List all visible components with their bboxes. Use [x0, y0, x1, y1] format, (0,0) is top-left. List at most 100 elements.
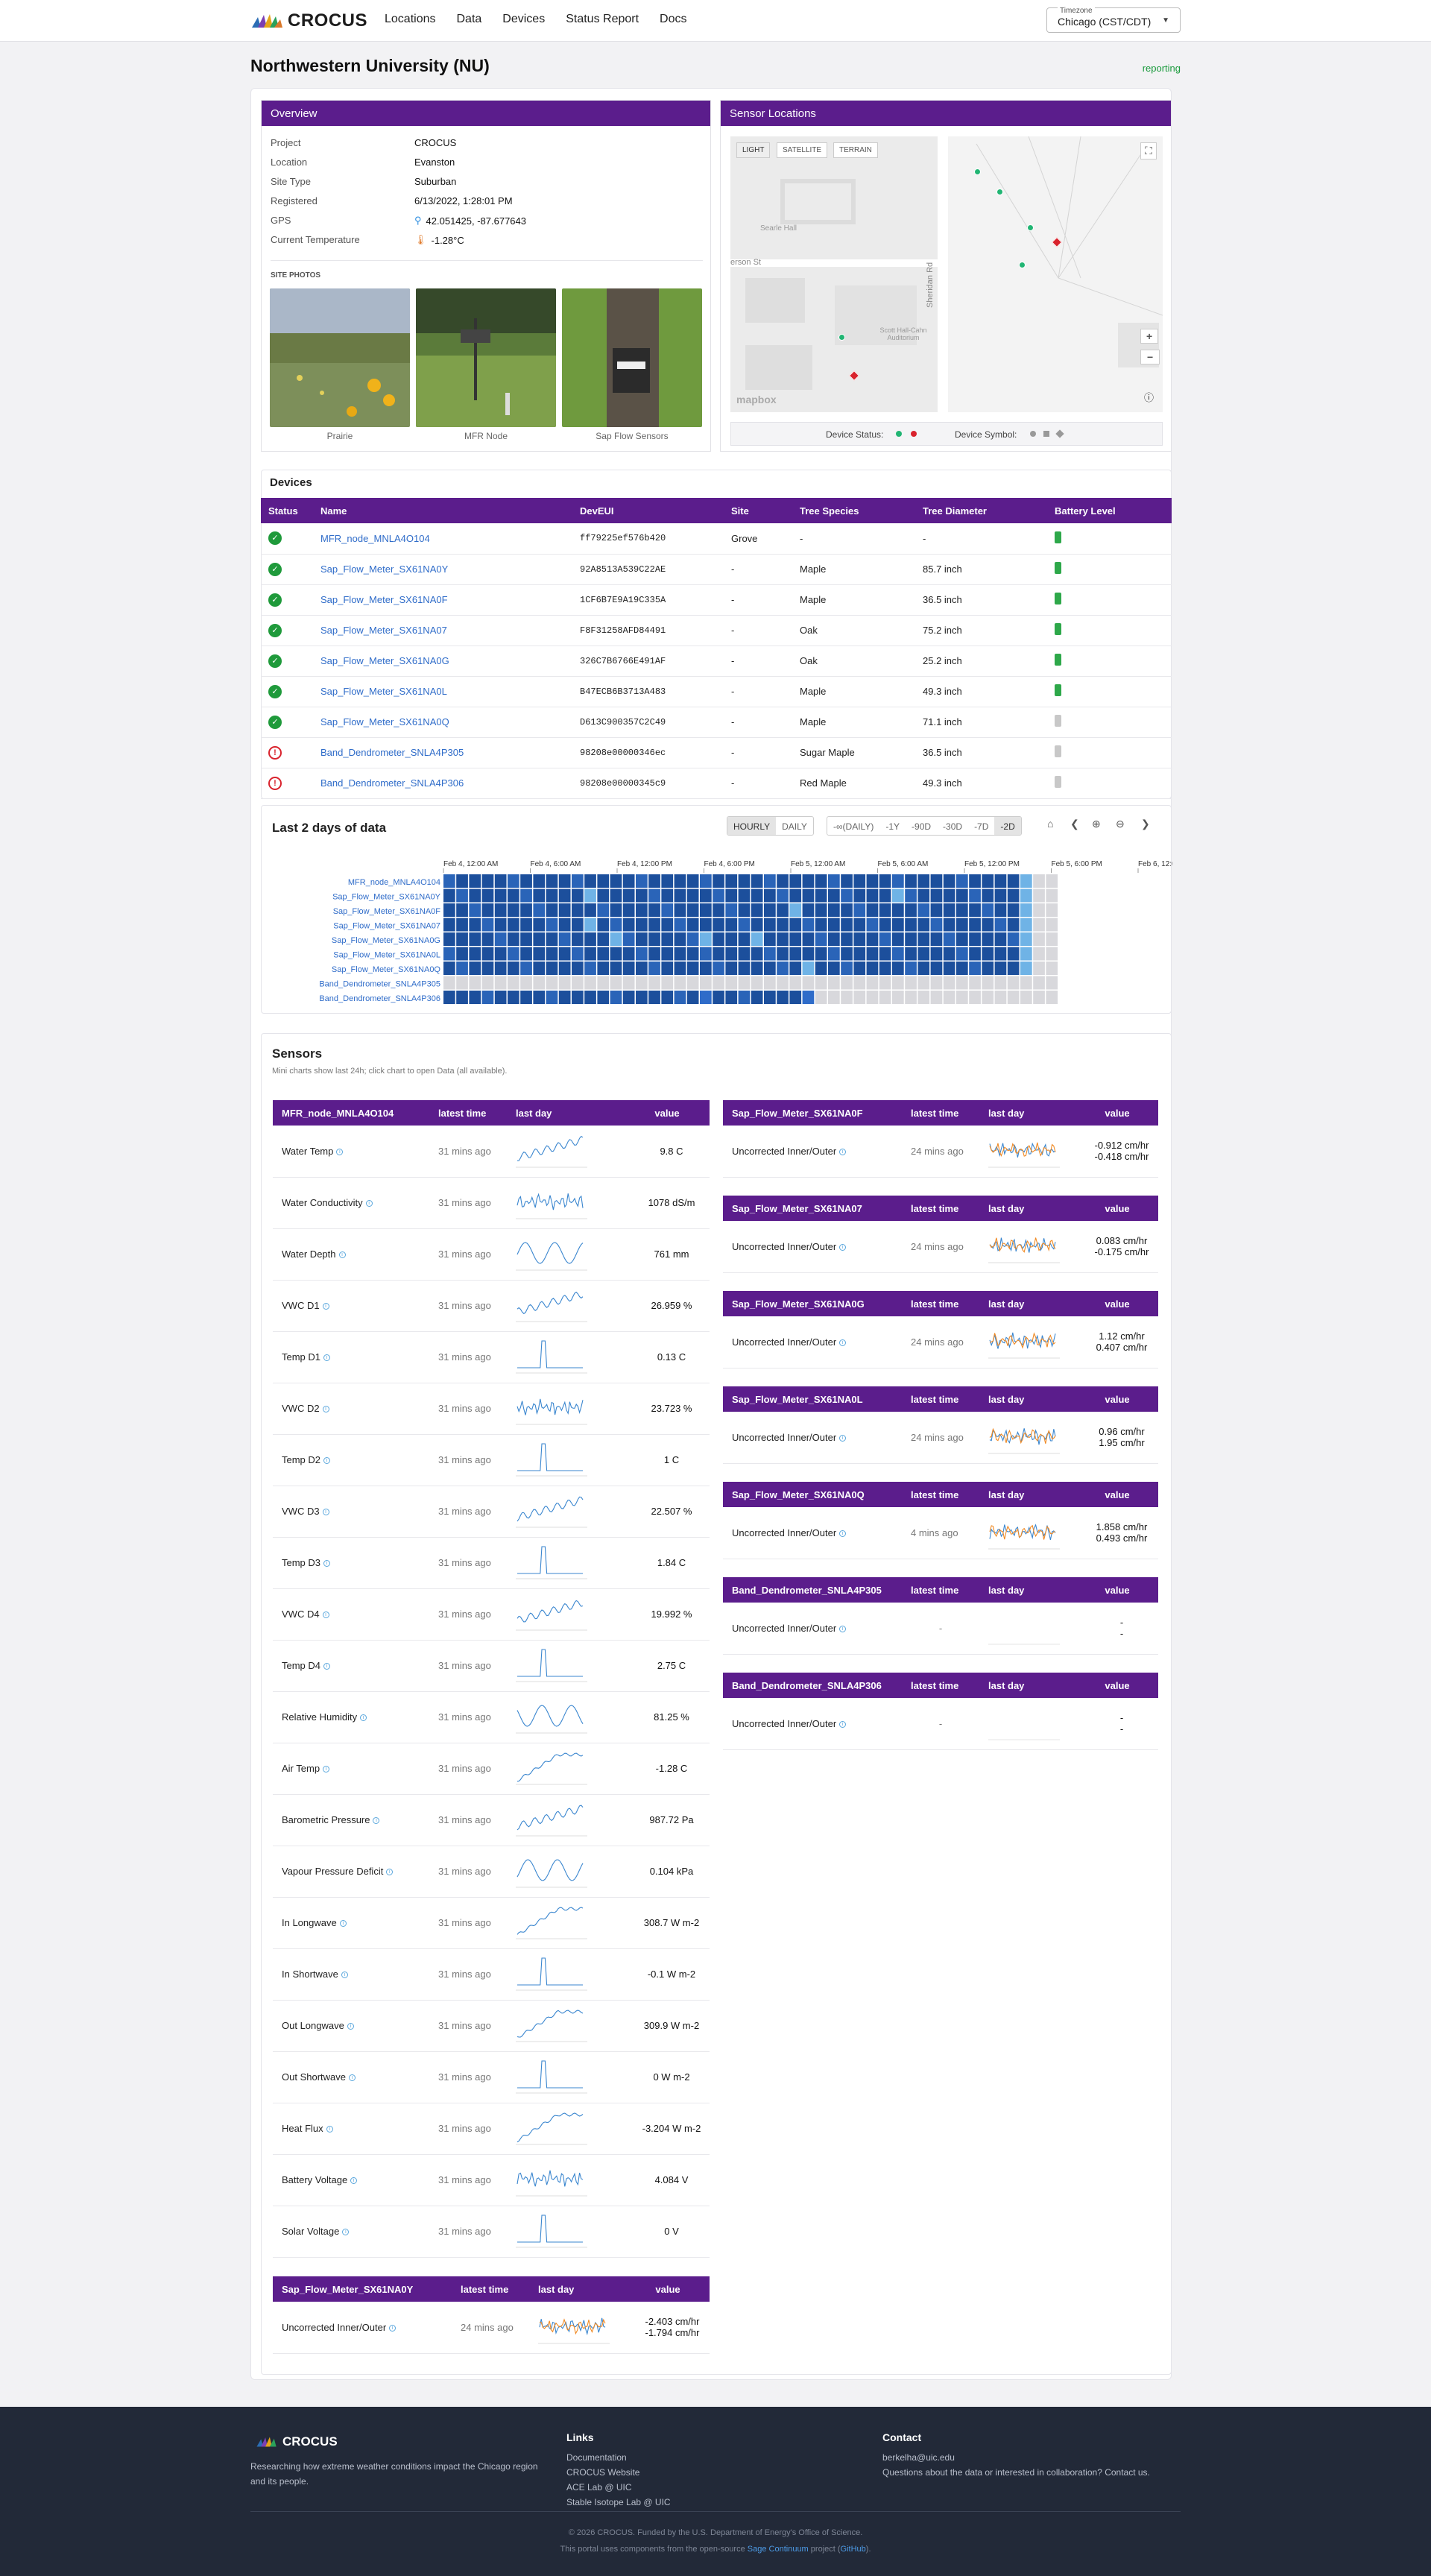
heatmap-cell[interactable] — [572, 976, 584, 990]
mode-hourly[interactable]: HOURLY — [727, 817, 777, 835]
heatmap-cell[interactable] — [674, 947, 686, 961]
heatmap-cell[interactable] — [469, 888, 481, 903]
device-marker[interactable] — [1027, 224, 1034, 231]
heatmap-cell[interactable] — [572, 888, 584, 903]
heatmap-cell[interactable] — [815, 976, 827, 990]
heatmap-cell[interactable] — [738, 932, 751, 946]
heatmap-cell[interactable] — [700, 991, 712, 1004]
last-day-cell[interactable] — [507, 2000, 625, 2052]
heatmap-cell[interactable] — [764, 932, 776, 946]
heatmap-cell[interactable] — [713, 888, 724, 903]
heatmap-cell[interactable] — [572, 932, 584, 946]
heatmap-cell[interactable] — [866, 874, 879, 888]
device-link[interactable]: Sap_Flow_Meter_SX61NA0G — [320, 655, 449, 666]
info-icon[interactable]: i — [341, 1972, 348, 1979]
last-day-cell[interactable] — [507, 2103, 625, 2155]
heatmap-cell[interactable] — [661, 918, 674, 932]
zoom-in-button[interactable]: + — [1140, 329, 1159, 344]
heatmap-cell[interactable] — [969, 874, 981, 888]
heatmap-cell[interactable] — [456, 976, 468, 990]
heatmap-cell[interactable] — [892, 947, 904, 961]
sensor-table-device-name[interactable]: Sap_Flow_Meter_SX61NA0F — [723, 1100, 902, 1126]
info-icon[interactable]: i — [347, 2023, 354, 2030]
heatmap-cell[interactable] — [1020, 918, 1032, 932]
last-day-cell[interactable] — [507, 2206, 625, 2258]
heatmap-cell[interactable] — [866, 888, 879, 903]
heatmap-cell[interactable] — [1007, 991, 1020, 1004]
heatmap-cell[interactable] — [584, 903, 596, 917]
heatmap-row-label[interactable]: Sap_Flow_Meter_SX61NA0Y — [332, 893, 441, 902]
heatmap-cell[interactable] — [713, 903, 724, 917]
last-day-cell[interactable] — [979, 1603, 1076, 1655]
heatmap-cell[interactable] — [533, 991, 546, 1004]
last-day-cell[interactable] — [507, 2154, 625, 2206]
heatmap-cell[interactable] — [700, 962, 712, 975]
heatmap-cell[interactable] — [610, 947, 622, 961]
sparkline-chart[interactable] — [988, 1514, 1060, 1550]
heatmap-cell[interactable] — [841, 962, 853, 975]
heatmap-cell[interactable] — [469, 976, 481, 990]
heatmap-cell[interactable] — [1020, 991, 1032, 1004]
heatmap-cell[interactable] — [866, 903, 879, 917]
heatmap-cell[interactable] — [777, 932, 789, 946]
heatmap-cell[interactable] — [802, 947, 815, 961]
heatmap-cell[interactable] — [789, 962, 802, 975]
sparkline-chart[interactable] — [988, 1228, 1060, 1263]
heatmap-cell[interactable] — [943, 874, 955, 888]
nav-link-locations[interactable]: Locations — [385, 13, 436, 25]
heatmap-cell[interactable] — [610, 962, 622, 975]
heatmap-cell[interactable] — [802, 888, 815, 903]
heatmap-cell[interactable] — [558, 947, 571, 961]
heatmap-cell[interactable] — [994, 947, 1007, 961]
chevron-right-icon[interactable]: ❯ — [1141, 818, 1150, 830]
heatmap-cell[interactable] — [802, 874, 815, 888]
heatmap-cell[interactable] — [494, 874, 507, 888]
heatmap-cell[interactable] — [982, 888, 994, 903]
heatmap-cell[interactable] — [494, 932, 507, 946]
heatmap-cell[interactable] — [905, 976, 917, 990]
sensor-row[interactable]: In Longwave i 31 mins ago 308.7 W m-2 — [273, 1897, 710, 1949]
last-day-cell[interactable] — [979, 1316, 1076, 1368]
heatmap-cell[interactable] — [597, 874, 610, 888]
heatmap-cell[interactable] — [700, 918, 712, 932]
col-battery-level[interactable]: Battery Level — [1047, 498, 1172, 523]
heatmap-cell[interactable] — [802, 903, 815, 917]
heatmap-cell[interactable] — [558, 976, 571, 990]
info-icon[interactable]: i — [339, 1920, 347, 1928]
heatmap-cell[interactable] — [956, 874, 968, 888]
mapbox-logo[interactable]: mapbox — [736, 394, 777, 405]
heatmap-cell[interactable] — [866, 976, 879, 990]
heatmap-cell[interactable] — [481, 918, 494, 932]
heatmap-cell[interactable] — [943, 962, 955, 975]
heatmap-cell[interactable] — [982, 874, 994, 888]
last-day-cell[interactable] — [507, 1486, 625, 1538]
heatmap-cell[interactable] — [1007, 874, 1020, 888]
heatmap-cell[interactable] — [469, 932, 481, 946]
heatmap-cell[interactable] — [982, 903, 994, 917]
device-row[interactable]: ✓ Sap_Flow_Meter_SX61NA0G 326C7B6766E491AF… — [261, 645, 1172, 677]
heatmap-cell[interactable] — [853, 962, 866, 975]
range-2d[interactable]: -2D — [994, 817, 1021, 835]
range-90d[interactable]: -90D — [912, 821, 932, 832]
heatmap-cell[interactable] — [815, 991, 827, 1004]
sparkline-chart[interactable] — [516, 1904, 587, 1939]
heatmap-cell[interactable] — [456, 947, 468, 961]
heatmap-cell[interactable] — [892, 991, 904, 1004]
sparkline-chart[interactable] — [516, 1441, 587, 1477]
heatmap-cell[interactable] — [1007, 932, 1020, 946]
heatmap-cell[interactable] — [533, 932, 546, 946]
heatmap-cell[interactable] — [481, 888, 494, 903]
heatmap-cell[interactable] — [558, 962, 571, 975]
fullscreen-icon[interactable]: ⛶ — [1140, 142, 1157, 160]
zoom-in-icon[interactable]: ⊕ — [1092, 818, 1101, 830]
heatmap-cell[interactable] — [789, 932, 802, 946]
heatmap-cell[interactable] — [1033, 932, 1045, 946]
heatmap-cell[interactable] — [738, 903, 751, 917]
last-day-cell[interactable] — [507, 1177, 625, 1229]
device-marker[interactable] — [974, 168, 981, 175]
heatmap-cell[interactable] — [956, 932, 968, 946]
heatmap-cell[interactable] — [494, 962, 507, 975]
last-day-cell[interactable] — [979, 1698, 1076, 1750]
heatmap-cell[interactable] — [648, 932, 660, 946]
heatmap-cell[interactable] — [956, 903, 968, 917]
